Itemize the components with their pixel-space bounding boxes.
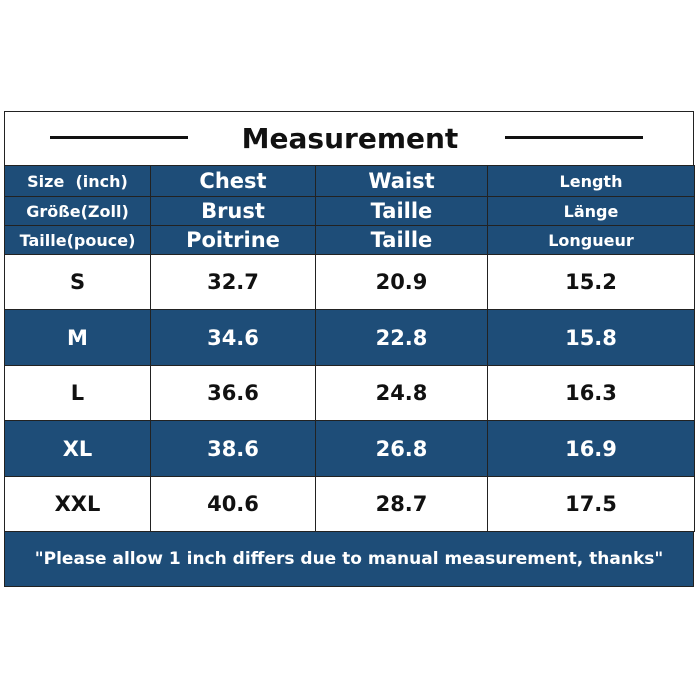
table-cell: L: [4, 365, 151, 421]
table-cell: S: [4, 254, 151, 310]
table-cell: 16.9: [487, 420, 695, 477]
table-cell: 16.3: [487, 365, 695, 421]
table-cell: 22.8: [315, 309, 488, 366]
table-cell: XXL: [4, 476, 151, 532]
table-cell: 15.2: [487, 254, 695, 310]
table-cell: 20.9: [315, 254, 488, 310]
table-cell: 17.5: [487, 476, 695, 532]
header-cell: Taille: [315, 196, 488, 226]
table-cell: 38.6: [150, 420, 316, 477]
table-cell: 36.6: [150, 365, 316, 421]
table-cell: 40.6: [150, 476, 316, 532]
header-cell: Brust: [150, 196, 316, 226]
header-cell: Length: [487, 165, 695, 197]
table-cell: 34.6: [150, 309, 316, 366]
table-cell: XL: [4, 420, 151, 477]
table-cell: 24.8: [315, 365, 488, 421]
header-cell: Waist: [315, 165, 488, 197]
title-rule: [505, 136, 643, 139]
table-cell: M: [4, 309, 151, 366]
header-cell: Chest: [150, 165, 316, 197]
table-cell: 32.7: [150, 254, 316, 310]
header-cell: Size (inch): [4, 165, 151, 197]
table-cell: 15.8: [487, 309, 695, 366]
header-cell: Taille(pouce): [4, 225, 151, 255]
table-title: Measurement: [241, 121, 459, 155]
header-cell: Longueur: [487, 225, 695, 255]
header-cell: Länge: [487, 196, 695, 226]
footnote: "Please allow 1 inch differs due to manu…: [4, 531, 694, 587]
table-cell: 26.8: [315, 420, 488, 477]
header-cell: Größe(Zoll): [4, 196, 151, 226]
title-rule: [50, 136, 188, 139]
header-cell: Poitrine: [150, 225, 316, 255]
table-cell: 28.7: [315, 476, 488, 532]
header-cell: Taille: [315, 225, 488, 255]
